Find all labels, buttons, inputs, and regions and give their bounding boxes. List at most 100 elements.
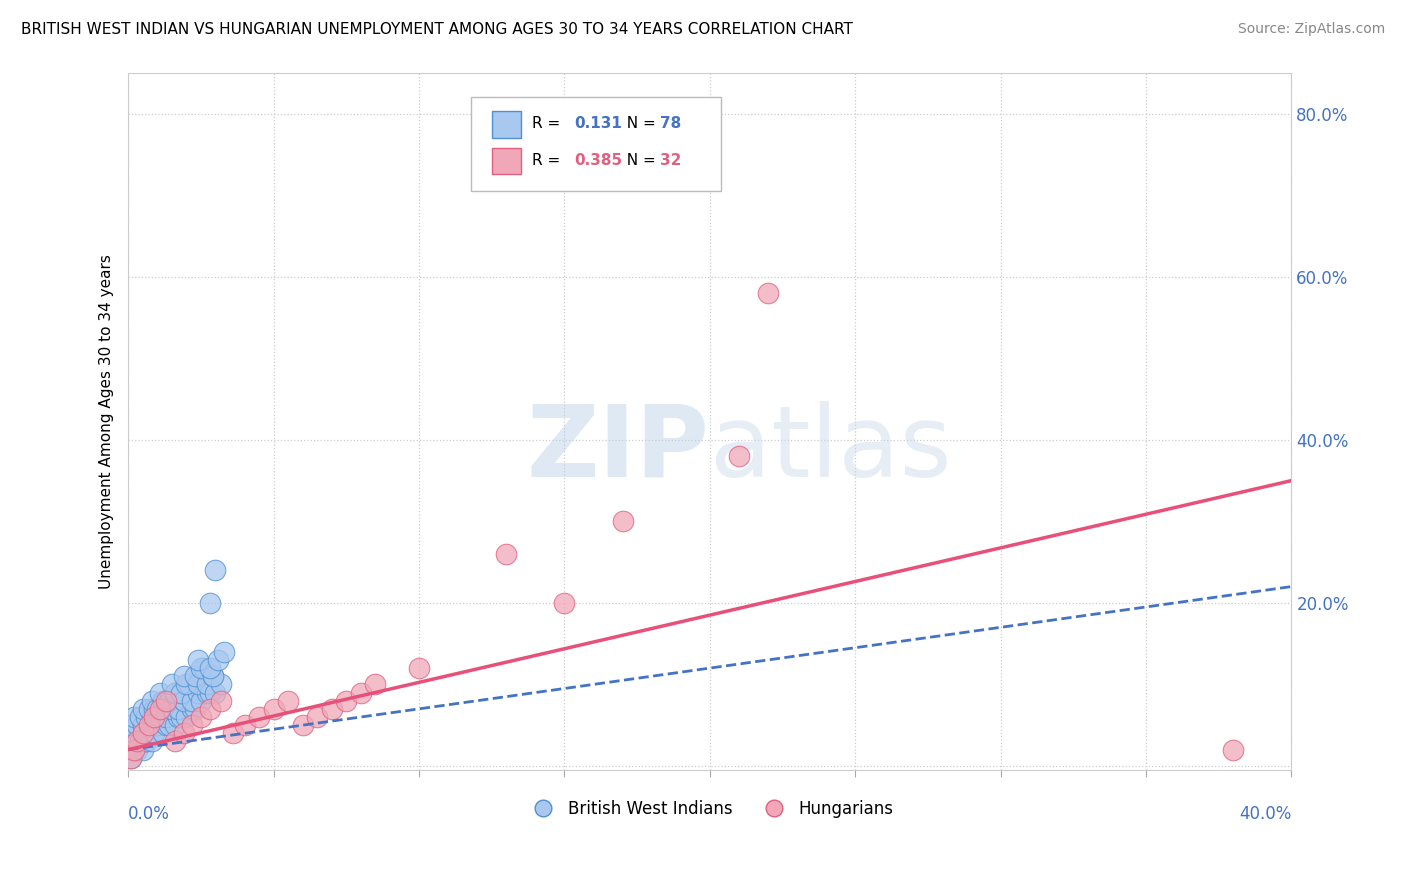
Text: 78: 78: [659, 116, 681, 131]
Point: [233, 718, 256, 732]
Point: [146, 718, 169, 732]
Point: [495, 547, 517, 561]
Point: [143, 702, 166, 716]
Point: [198, 685, 221, 699]
Point: [146, 702, 169, 716]
Point: [157, 718, 180, 732]
Point: [132, 718, 155, 732]
Point: [135, 734, 157, 748]
Point: [173, 694, 195, 708]
Point: [157, 694, 180, 708]
Point: [132, 726, 155, 740]
Point: [135, 710, 157, 724]
Point: [135, 734, 157, 748]
Point: [173, 694, 195, 708]
Point: [155, 694, 177, 708]
Point: [190, 710, 212, 724]
Point: [160, 702, 183, 716]
Point: [176, 710, 198, 724]
Point: [209, 694, 232, 708]
Point: [181, 718, 204, 732]
Point: [125, 742, 148, 756]
Point: [173, 669, 195, 683]
Point: [198, 661, 221, 675]
Point: [163, 734, 186, 748]
Point: [181, 702, 204, 716]
Point: [120, 751, 142, 765]
Point: [204, 563, 226, 577]
Point: [263, 702, 285, 716]
Point: [201, 669, 224, 683]
Point: [128, 710, 150, 724]
Point: [141, 718, 163, 732]
Point: [321, 702, 343, 716]
Text: 32: 32: [659, 153, 682, 168]
Point: [122, 726, 145, 740]
Point: [169, 685, 191, 699]
Point: [307, 710, 329, 724]
Point: [187, 685, 209, 699]
Point: [209, 677, 232, 691]
Point: [193, 661, 215, 675]
Point: [222, 726, 245, 740]
FancyBboxPatch shape: [492, 112, 522, 137]
Point: [728, 449, 751, 463]
Point: [187, 653, 209, 667]
Point: [125, 734, 148, 748]
Point: [176, 677, 198, 691]
Point: [166, 702, 188, 716]
Point: [143, 726, 166, 740]
Point: [198, 702, 221, 716]
Point: [277, 694, 299, 708]
Point: [122, 742, 145, 756]
Point: [350, 685, 373, 699]
Point: [163, 718, 186, 732]
Point: [149, 710, 172, 724]
Point: [120, 718, 142, 732]
Text: atlas: atlas: [710, 401, 952, 498]
Point: [190, 661, 212, 675]
Text: ZIP: ZIP: [527, 401, 710, 498]
Point: [149, 685, 172, 699]
Point: [198, 596, 221, 610]
Point: [181, 694, 204, 708]
Point: [141, 710, 163, 724]
Point: [138, 726, 160, 740]
Point: [291, 718, 314, 732]
Point: [128, 734, 150, 748]
Point: [141, 694, 163, 708]
Point: [166, 710, 188, 724]
Text: R =: R =: [531, 116, 565, 131]
Point: [138, 726, 160, 740]
Point: [190, 694, 212, 708]
Point: [553, 596, 575, 610]
Point: [149, 710, 172, 724]
Point: [132, 726, 155, 740]
Point: [155, 718, 177, 732]
Point: [132, 702, 155, 716]
Legend: British West Indians, Hungarians: British West Indians, Hungarians: [519, 793, 900, 824]
Point: [187, 677, 209, 691]
Point: [120, 751, 142, 765]
Point: [179, 677, 201, 691]
Point: [173, 726, 195, 740]
Point: [122, 742, 145, 756]
Point: [1222, 742, 1244, 756]
FancyBboxPatch shape: [471, 97, 721, 192]
Point: [184, 669, 207, 683]
Point: [160, 702, 183, 716]
Text: Source: ZipAtlas.com: Source: ZipAtlas.com: [1237, 22, 1385, 37]
Point: [122, 710, 145, 724]
Text: 0.131: 0.131: [574, 116, 621, 131]
FancyBboxPatch shape: [492, 147, 522, 174]
Point: [612, 514, 634, 528]
Point: [163, 685, 186, 699]
Point: [756, 286, 779, 301]
Point: [155, 710, 177, 724]
Point: [247, 710, 270, 724]
Point: [160, 677, 183, 691]
Point: [207, 653, 229, 667]
Point: [143, 710, 166, 724]
Point: [195, 685, 218, 699]
Point: [212, 645, 235, 659]
